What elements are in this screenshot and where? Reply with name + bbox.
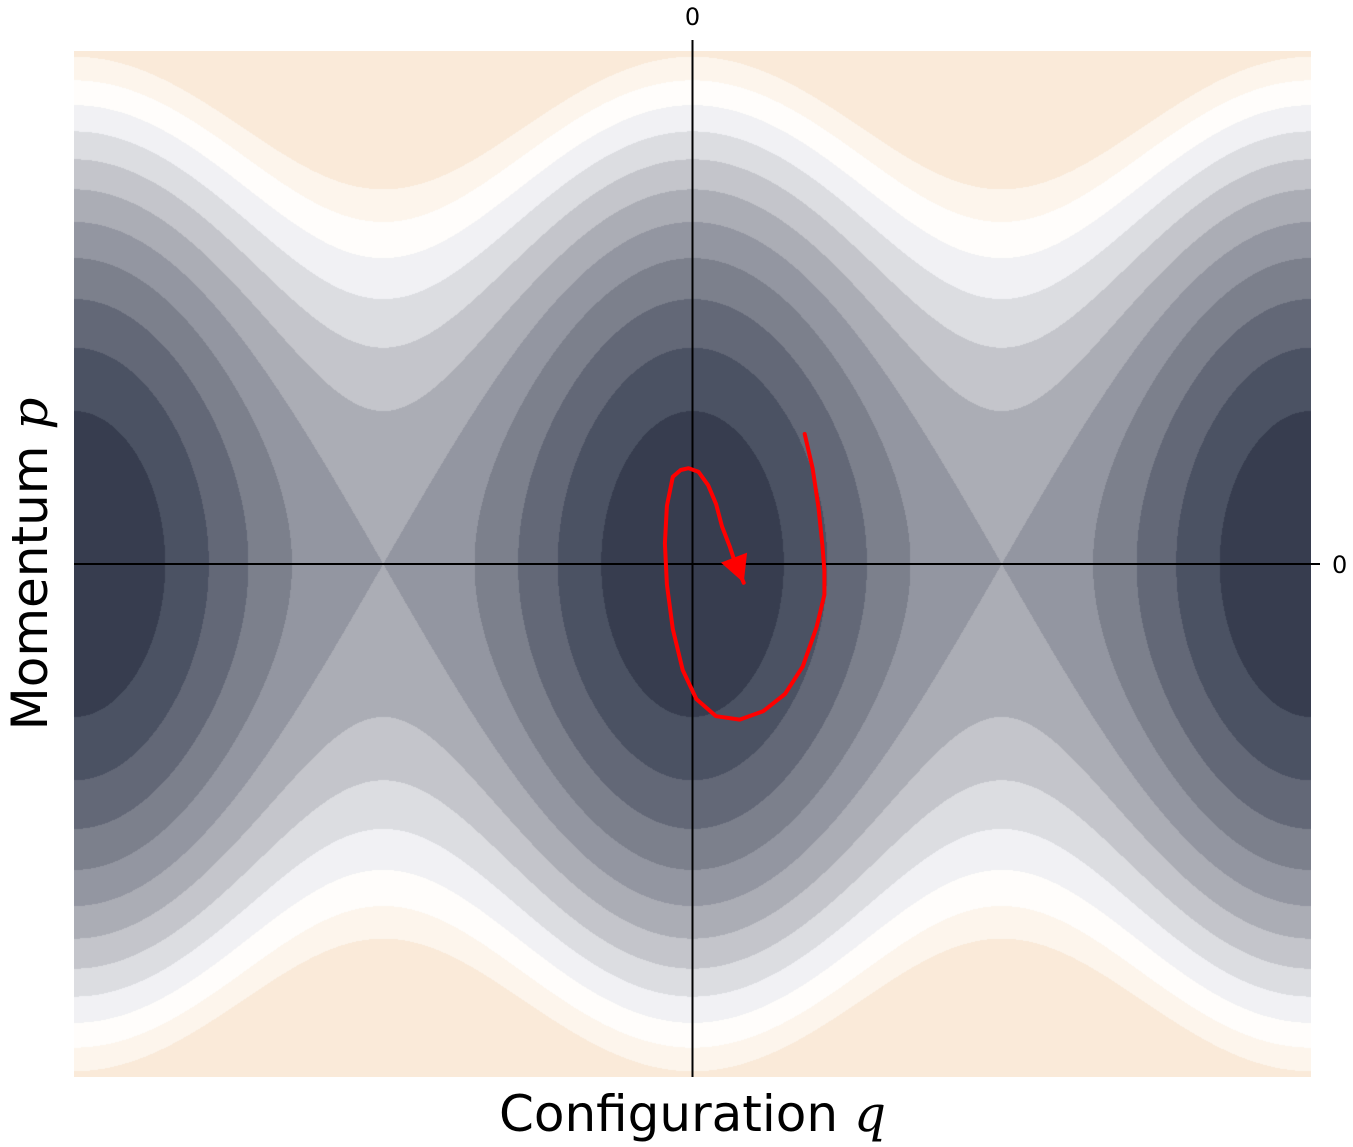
trajectory-arrowhead [720,552,748,583]
tick-labels: 00 [685,3,1347,579]
x-tick-label: 0 [685,3,700,31]
trajectory-line [662,432,827,722]
axes [74,40,1320,1077]
x-axis-label: Configuration q [499,1085,886,1143]
trajectory-layer [662,432,827,722]
y-tick-label: 0 [1332,551,1347,579]
y-axis-label: Momentum p [1,398,59,731]
